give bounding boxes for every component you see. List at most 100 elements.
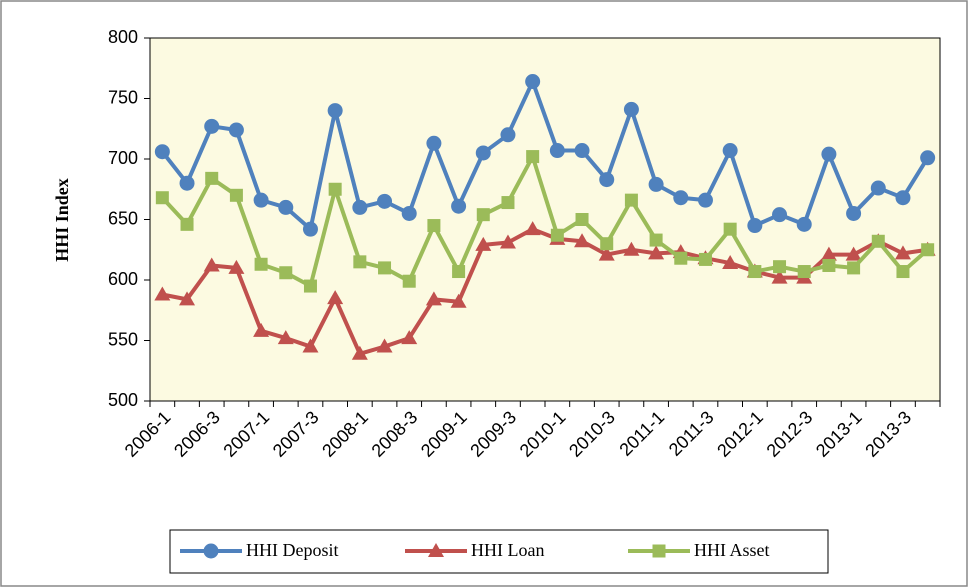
data-point	[475, 236, 492, 251]
data-point	[673, 190, 689, 206]
data-point	[402, 274, 416, 288]
data-point	[302, 338, 319, 353]
legend-label: HHI Deposit	[246, 540, 339, 560]
data-point	[499, 234, 516, 249]
data-point	[376, 338, 393, 353]
data-point	[845, 246, 862, 261]
data-point	[894, 245, 911, 260]
data-point	[253, 322, 270, 337]
data-point	[623, 241, 640, 256]
y-tick-label: 550	[108, 329, 138, 349]
data-point	[425, 291, 442, 306]
data-point	[475, 145, 491, 161]
data-point	[723, 222, 737, 236]
data-point	[649, 233, 663, 247]
data-point	[796, 216, 812, 232]
data-point	[648, 245, 665, 260]
data-point	[575, 213, 589, 226]
data-point	[722, 255, 739, 270]
data-point	[204, 118, 220, 134]
data-point	[279, 266, 293, 280]
data-point	[378, 261, 392, 275]
data-point	[303, 279, 317, 293]
data-point	[302, 221, 318, 237]
data-point	[179, 291, 196, 306]
data-point	[821, 146, 837, 162]
legend-label: HHI Asset	[694, 540, 770, 560]
data-point	[871, 234, 885, 248]
data-point	[353, 255, 367, 269]
data-point	[748, 265, 762, 279]
data-point	[179, 175, 195, 191]
data-point	[846, 205, 862, 221]
data-point	[426, 135, 442, 151]
data-point	[599, 172, 615, 188]
data-point	[747, 218, 763, 234]
data-point	[600, 237, 614, 251]
data-point	[228, 259, 245, 274]
data-point	[401, 205, 417, 221]
data-point	[205, 171, 219, 185]
data-point	[377, 193, 393, 209]
legend-marker	[652, 544, 666, 558]
data-point	[574, 233, 591, 248]
data-point	[228, 122, 244, 138]
data-point	[772, 207, 788, 223]
data-point	[427, 219, 441, 233]
data-point	[352, 199, 368, 215]
data-point	[648, 176, 664, 192]
data-point	[674, 251, 688, 265]
y-tick-label: 650	[108, 208, 138, 228]
data-point	[180, 217, 194, 231]
data-point	[771, 269, 788, 284]
data-point	[820, 246, 837, 261]
y-tick-label: 500	[108, 390, 138, 410]
data-point	[500, 127, 516, 143]
data-point	[278, 199, 294, 215]
data-point	[452, 265, 466, 279]
data-point	[277, 330, 294, 345]
data-point	[773, 260, 787, 274]
legend-box	[169, 529, 829, 574]
data-point	[797, 265, 811, 279]
data-point	[526, 150, 540, 164]
data-point	[253, 192, 269, 208]
data-point	[549, 143, 565, 159]
data-point	[327, 290, 344, 305]
data-point	[229, 188, 243, 202]
data-point	[327, 103, 343, 119]
data-point	[847, 261, 861, 275]
data-point	[525, 74, 541, 90]
data-point	[870, 180, 886, 196]
data-point	[254, 257, 268, 271]
data-point	[401, 330, 418, 345]
y-tick-label: 600	[108, 269, 138, 289]
data-point	[697, 192, 713, 208]
plot-area	[149, 37, 941, 402]
y-tick-label: 750	[108, 87, 138, 107]
data-point	[501, 196, 515, 210]
data-point	[896, 265, 910, 279]
data-point	[328, 182, 342, 196]
data-point	[203, 257, 220, 272]
data-point	[574, 143, 590, 159]
data-point	[154, 286, 171, 301]
data-point	[598, 246, 615, 261]
data-point	[154, 144, 170, 160]
data-point	[722, 143, 738, 159]
data-point	[451, 198, 467, 214]
data-point	[921, 243, 935, 257]
data-point	[920, 150, 936, 166]
y-tick-label: 700	[108, 148, 138, 168]
data-point	[476, 208, 490, 222]
legend-label: HHI Loan	[471, 540, 544, 560]
data-point	[450, 293, 467, 308]
legend-marker	[203, 543, 219, 559]
y-axis-label: HHI Index	[52, 178, 72, 262]
data-point	[524, 221, 541, 236]
legend-marker	[428, 543, 444, 557]
data-point	[623, 101, 639, 117]
data-point	[895, 190, 911, 206]
y-tick-label: 800	[108, 27, 138, 47]
